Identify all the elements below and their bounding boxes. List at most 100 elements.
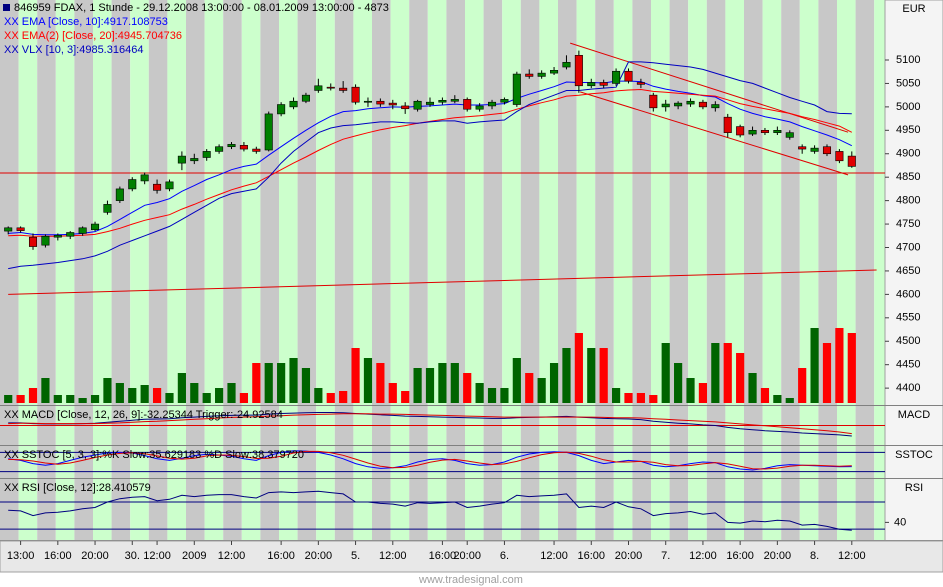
session-stripe — [446, 446, 465, 478]
session-stripe — [427, 446, 447, 478]
candle-body — [289, 100, 298, 108]
volume-bar — [661, 343, 670, 403]
candle-body — [835, 151, 844, 162]
volume-bar — [773, 395, 782, 403]
candle-body — [78, 227, 87, 234]
legend-entry: XX EMA [Close, 10]:4917.108753 — [4, 16, 168, 28]
session-stripe — [186, 479, 205, 540]
session-stripe — [241, 446, 261, 478]
volume-bar — [463, 373, 472, 403]
volume-bar — [177, 373, 186, 403]
x-tick-label: 20:00 — [764, 550, 792, 562]
panel-legend: XX SSTOC [5, 3, 3]:%K Slow:35.629183 %D … — [4, 449, 304, 461]
session-stripe — [353, 479, 372, 540]
session-stripe — [651, 446, 670, 478]
candle-body — [202, 151, 211, 158]
volume-bar — [227, 383, 236, 403]
volume-bar — [649, 395, 658, 403]
volume-bar — [810, 328, 819, 403]
candle-body — [488, 101, 497, 107]
session-stripe — [316, 446, 335, 478]
symbol-icon — [3, 4, 10, 11]
session-stripe — [186, 0, 205, 405]
session-stripe — [409, 0, 428, 405]
candle-body — [525, 73, 534, 77]
session-stripe — [74, 0, 93, 405]
session-stripe — [706, 0, 726, 405]
session-stripe — [0, 0, 19, 405]
chart-title: 846959 FDAX, 1 Stunde - 29.12.2008 13:00… — [14, 2, 389, 14]
panel-label: MACD — [898, 409, 930, 421]
volume-bar — [376, 363, 385, 403]
session-stripe — [465, 0, 484, 405]
session-stripe — [576, 479, 596, 540]
y-tick-label: 5100 — [896, 54, 920, 66]
session-stripe — [316, 479, 335, 540]
volume-bar — [363, 358, 373, 403]
candle-body — [450, 99, 459, 102]
volume-bar — [277, 363, 286, 403]
candle-body — [153, 183, 162, 191]
x-tick-label: 30. — [125, 550, 140, 562]
candle-body — [239, 145, 248, 150]
y-tick-label: 4600 — [896, 288, 920, 300]
y-tick-label: 4900 — [896, 148, 920, 160]
session-stripe — [613, 479, 633, 540]
candle-body — [140, 174, 149, 182]
session-stripe — [651, 479, 670, 540]
volume-bar — [413, 368, 422, 403]
volume-bar — [202, 393, 211, 403]
candle-body — [264, 113, 273, 151]
volume-bar — [140, 385, 149, 403]
volume-bar — [798, 368, 807, 403]
x-tick-label: 20:00 — [615, 550, 643, 562]
volume-bar — [624, 393, 633, 403]
session-stripe — [837, 479, 856, 540]
volume-bar — [785, 398, 794, 403]
session-stripe — [762, 479, 782, 540]
session-stripe — [93, 479, 112, 540]
session-stripe — [241, 0, 261, 405]
volume-bar — [549, 363, 559, 403]
session-stripe — [167, 479, 186, 540]
session-stripe — [539, 0, 558, 405]
session-stripe — [316, 0, 335, 405]
session-stripe — [372, 446, 391, 478]
session-stripe — [483, 479, 503, 540]
candle-body — [810, 147, 819, 152]
session-stripe — [390, 479, 410, 540]
session-stripe — [874, 479, 885, 540]
y-tick-label: 4650 — [896, 265, 920, 277]
session-stripe — [595, 479, 614, 540]
session-stripe — [353, 446, 372, 478]
session-stripe — [167, 446, 186, 478]
candle-body — [277, 104, 286, 115]
candle-body — [612, 70, 621, 84]
x-tick-label: 12:00 — [218, 550, 246, 562]
x-tick-label: 16:00 — [578, 550, 606, 562]
x-tick-label: 20:00 — [453, 550, 481, 562]
volume-bar — [525, 373, 534, 403]
candle-body — [413, 100, 422, 110]
volume-bar — [450, 363, 459, 403]
candle-body — [463, 99, 472, 110]
x-tick-label: 12:00 — [379, 550, 407, 562]
volume-bar — [723, 343, 732, 403]
indicator-line — [8, 450, 852, 471]
y-tick-label: 5000 — [896, 101, 920, 113]
panel-legend: XX MACD [Close, 12, 26, 9]:-32.25344 Tri… — [4, 409, 283, 421]
candle-body — [550, 70, 559, 74]
trend-line — [579, 91, 849, 176]
session-stripe — [855, 0, 875, 405]
session-stripe — [744, 0, 763, 405]
session-stripe — [241, 479, 261, 540]
y-tick-label: 5050 — [896, 77, 920, 89]
y-tick-label: 4550 — [896, 312, 920, 324]
trend-line — [570, 42, 849, 133]
session-stripe — [74, 479, 93, 540]
session-stripe — [223, 0, 242, 405]
candle-body — [177, 155, 186, 164]
volume-bar — [674, 363, 683, 403]
candle-body — [599, 82, 608, 86]
